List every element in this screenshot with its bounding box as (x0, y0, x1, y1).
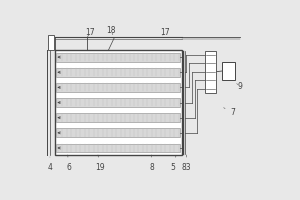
Bar (56, 128, 181, 137)
Bar (56, 144, 181, 152)
Text: 5: 5 (170, 155, 176, 172)
Text: 7: 7 (224, 108, 235, 117)
Text: 18: 18 (106, 26, 116, 35)
Text: 4: 4 (48, 157, 53, 172)
Text: 17: 17 (160, 28, 170, 37)
Text: 8: 8 (149, 155, 154, 172)
Bar (222, 62, 235, 80)
Bar (205, 51, 216, 93)
Bar (56, 83, 181, 92)
Text: 19: 19 (95, 155, 105, 172)
Bar (55, 50, 182, 155)
Text: 17: 17 (85, 28, 94, 37)
Bar (56, 98, 181, 107)
Text: 83: 83 (182, 155, 191, 172)
Bar (56, 113, 181, 122)
Bar (56, 53, 181, 62)
Text: 6: 6 (67, 155, 71, 172)
Bar (56, 68, 181, 77)
Text: 9: 9 (237, 82, 242, 91)
Bar (48, 35, 53, 50)
